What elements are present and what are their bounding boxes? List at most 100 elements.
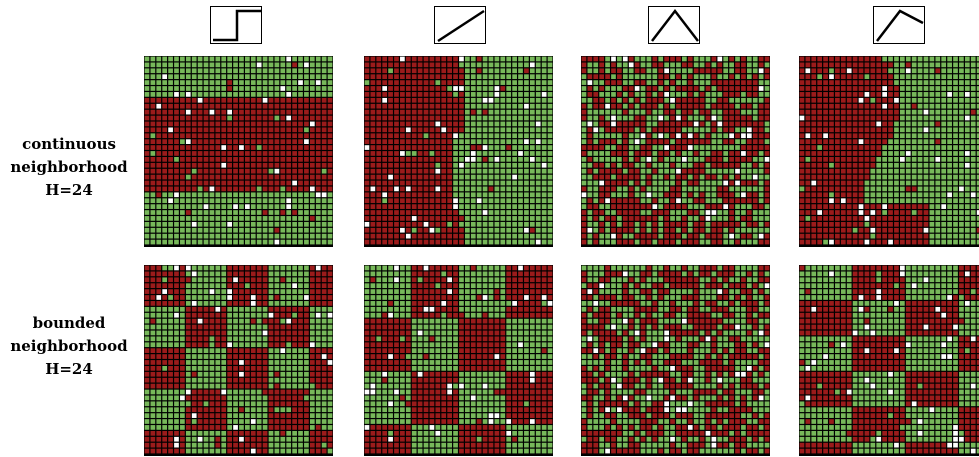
grid-cell bbox=[298, 318, 303, 324]
grid-cell bbox=[687, 162, 693, 168]
grid-cell bbox=[705, 109, 711, 115]
grid-cell bbox=[617, 239, 622, 245]
grid-cell bbox=[411, 62, 417, 68]
grid-cell bbox=[593, 86, 599, 91]
grid-cell bbox=[512, 133, 517, 139]
grid-cell bbox=[327, 68, 333, 74]
grid-cell bbox=[935, 56, 941, 62]
grid-cell bbox=[500, 97, 506, 103]
grid-cell bbox=[494, 145, 500, 150]
grid-cell bbox=[764, 162, 770, 168]
grid-cell bbox=[494, 97, 500, 103]
grid-cell bbox=[394, 151, 399, 156]
grid-cell bbox=[506, 168, 512, 174]
grid-cell bbox=[587, 68, 593, 74]
grid-cell bbox=[315, 342, 321, 348]
grid-cell bbox=[441, 103, 447, 109]
grid-cell bbox=[840, 239, 846, 245]
grid-cell bbox=[286, 401, 292, 407]
grid-cell bbox=[764, 127, 770, 133]
grid-cell bbox=[482, 151, 488, 156]
grid-cell bbox=[758, 233, 764, 239]
grid-cell bbox=[876, 186, 882, 192]
grid-cell bbox=[652, 92, 658, 97]
grid-cell bbox=[239, 186, 244, 192]
grid-cell bbox=[699, 174, 705, 180]
grid-cell bbox=[203, 68, 209, 74]
grid-cell bbox=[664, 198, 669, 204]
grid-cell bbox=[764, 62, 770, 68]
grid-cell bbox=[239, 221, 244, 227]
grid-cell bbox=[593, 198, 599, 204]
grid-cell bbox=[292, 80, 297, 85]
grid-cell bbox=[752, 227, 758, 233]
grid-cell bbox=[941, 221, 947, 227]
grid-cell bbox=[268, 145, 274, 150]
grid-cell bbox=[286, 97, 292, 103]
grid-cell bbox=[185, 74, 191, 80]
grid-cell bbox=[185, 407, 191, 413]
grid-cell bbox=[811, 139, 817, 144]
grid-cell bbox=[870, 62, 876, 68]
grid-cell bbox=[394, 162, 399, 168]
grid-cell bbox=[941, 121, 947, 127]
grid-cell bbox=[764, 133, 770, 139]
grid-cell bbox=[447, 180, 452, 186]
grid-cell bbox=[512, 174, 517, 180]
grid-cell bbox=[858, 186, 864, 192]
grid-cell bbox=[646, 192, 652, 198]
grid-cell bbox=[209, 168, 215, 174]
grid-cell bbox=[746, 192, 752, 198]
grid-cell bbox=[304, 204, 309, 209]
grid-cell bbox=[746, 162, 752, 168]
grid-cell bbox=[535, 216, 541, 221]
grid-cell bbox=[256, 145, 262, 150]
grid-cell bbox=[168, 371, 173, 377]
grid-cell bbox=[453, 162, 458, 168]
grid-cell bbox=[547, 227, 553, 233]
grid-cell bbox=[858, 210, 864, 215]
grid-cell bbox=[947, 86, 952, 91]
grid-cell bbox=[268, 162, 274, 168]
grid-cell bbox=[168, 127, 173, 133]
grid-cell bbox=[274, 186, 280, 192]
grid-cell bbox=[488, 157, 494, 162]
grid-cell bbox=[900, 227, 905, 233]
grid-cell bbox=[191, 425, 197, 430]
grid-cell bbox=[658, 168, 664, 174]
grid-cell bbox=[144, 401, 150, 407]
grid-cell bbox=[321, 162, 327, 168]
grid-cell bbox=[658, 86, 664, 91]
grid-cell bbox=[203, 383, 209, 389]
grid-cell bbox=[168, 407, 173, 413]
grid-cell bbox=[262, 121, 268, 127]
grid-cell bbox=[524, 86, 529, 91]
grid-cell bbox=[764, 103, 770, 109]
grid-cell bbox=[705, 198, 711, 204]
grid-cell bbox=[388, 210, 393, 215]
grid-cell bbox=[676, 56, 681, 62]
grid-cell bbox=[494, 216, 500, 221]
grid-cell bbox=[364, 74, 370, 80]
grid-cell bbox=[905, 56, 911, 62]
grid-cell bbox=[693, 115, 699, 121]
grid-cell bbox=[298, 162, 303, 168]
grid-cell bbox=[746, 86, 752, 91]
grid-cell bbox=[599, 198, 605, 204]
grid-cell bbox=[321, 377, 327, 383]
grid-continuous-peaked bbox=[581, 56, 770, 247]
grid-cell bbox=[846, 127, 852, 133]
grid-cell bbox=[327, 271, 333, 277]
grid-cell bbox=[274, 56, 280, 62]
grid-cell bbox=[799, 103, 805, 109]
grid-cell bbox=[687, 133, 693, 139]
grid-cell bbox=[900, 115, 905, 121]
grid-cell bbox=[646, 97, 652, 103]
grid-cell bbox=[699, 180, 705, 186]
grid-cell bbox=[405, 127, 411, 133]
grid-cell bbox=[321, 239, 327, 245]
grid-cell bbox=[382, 186, 388, 192]
grid-cell bbox=[746, 210, 752, 215]
grid-cell bbox=[529, 145, 535, 150]
grid-cell bbox=[535, 74, 541, 80]
